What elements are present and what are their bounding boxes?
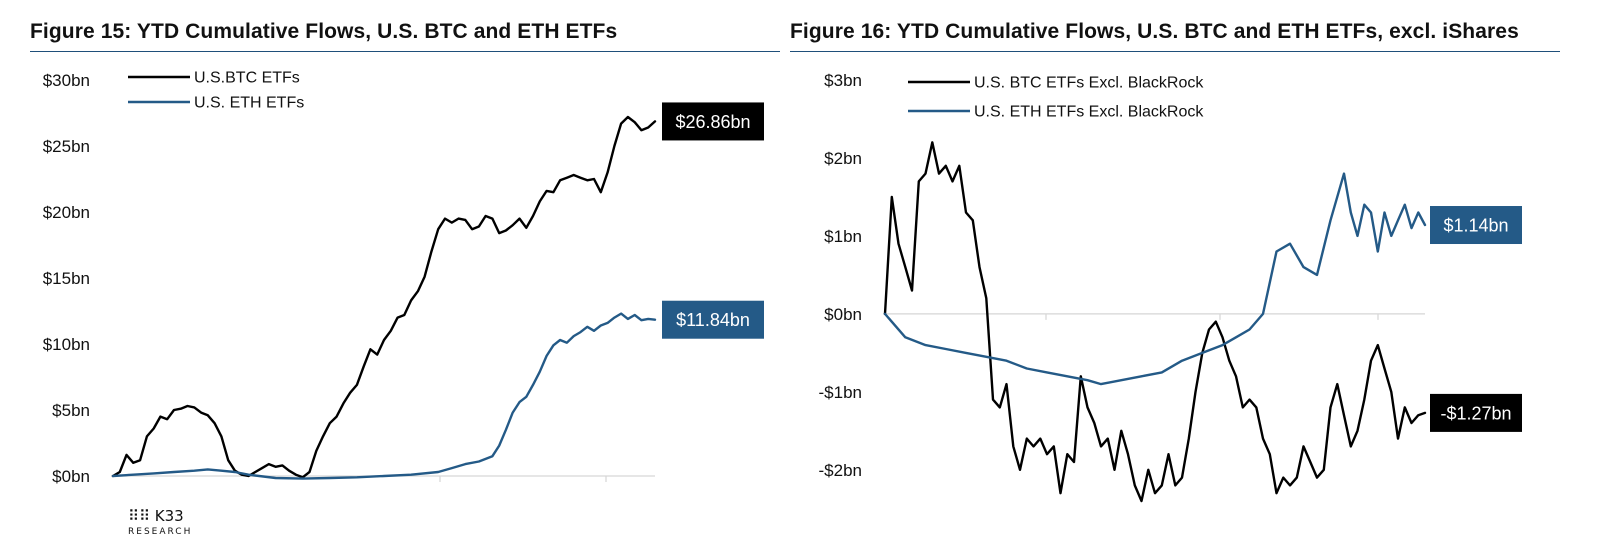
y-tick-label: $25bn bbox=[43, 137, 90, 156]
eth-series-line bbox=[883, 172, 1427, 386]
y-tick-label: $3bn bbox=[824, 71, 862, 90]
legend-entry: U.S.BTC ETFs bbox=[194, 70, 300, 87]
logo-subtext: RESEARCH bbox=[128, 527, 193, 537]
y-tick-label: $5bn bbox=[52, 401, 90, 420]
logo-text: K33 bbox=[154, 507, 184, 525]
y-tick-label: $0bn bbox=[824, 305, 862, 324]
y-tick-label: $20bn bbox=[43, 203, 90, 222]
end-value-label: $11.84bn bbox=[676, 310, 750, 330]
y-tick-label: -$1bn bbox=[819, 383, 862, 402]
figure-15-panel: Figure 15: YTD Cumulative Flows, U.S. BT… bbox=[30, 20, 780, 537]
end-value-badge bbox=[662, 102, 764, 141]
y-tick-label: $15bn bbox=[43, 269, 90, 288]
btc-series-line bbox=[883, 141, 1427, 503]
y-tick-label: $0bn bbox=[52, 467, 90, 486]
end-value-badge bbox=[662, 300, 764, 339]
figure-16-title-rule bbox=[790, 51, 1560, 52]
y-tick-label: $2bn bbox=[824, 149, 862, 168]
y-tick-label: $10bn bbox=[43, 335, 90, 354]
eth-series-line bbox=[111, 312, 657, 480]
y-tick-label: $1bn bbox=[824, 227, 862, 246]
legend-entry: U.S. BTC ETFs Excl. BlackRock bbox=[974, 75, 1204, 92]
y-tick-label: $30bn bbox=[43, 71, 90, 90]
end-value-badge bbox=[1430, 206, 1522, 245]
end-value-label: $26.86bn bbox=[675, 112, 750, 132]
figure-15-chart: $0bn $5bn $10bn $15bn $20bn $25bn $30bn U.S.BTC… bbox=[43, 70, 764, 486]
legend-entry: U.S. ETH ETFs bbox=[194, 95, 304, 112]
legend-entry: U.S. ETH ETFs Excl. BlackRock bbox=[974, 104, 1204, 121]
k33-dots-icon: ⠿⠿ bbox=[128, 507, 150, 525]
end-value-badge bbox=[1430, 393, 1522, 432]
end-value-label: $1.14bn bbox=[1443, 216, 1508, 236]
figure-15-title-rule bbox=[30, 51, 780, 52]
y-tick-label: -$2bn bbox=[819, 461, 862, 480]
figure-16-title: Figure 16: YTD Cumulative Flows, U.S. BT… bbox=[790, 20, 1519, 43]
k33-logo: ⠿⠿ K33 bbox=[128, 507, 184, 525]
figure-15-title: Figure 15: YTD Cumulative Flows, U.S. BT… bbox=[30, 20, 618, 43]
figure-16-chart: -$2bn -$1bn $0bn $1bn $2bn $3bn U.S. BTC ETFs … bbox=[819, 71, 1522, 503]
figure-16-panel: Figure 16: YTD Cumulative Flows, U.S. BT… bbox=[790, 0, 1600, 538]
btc-series-line bbox=[111, 115, 657, 479]
end-value-label: -$1.27bn bbox=[1440, 403, 1511, 423]
